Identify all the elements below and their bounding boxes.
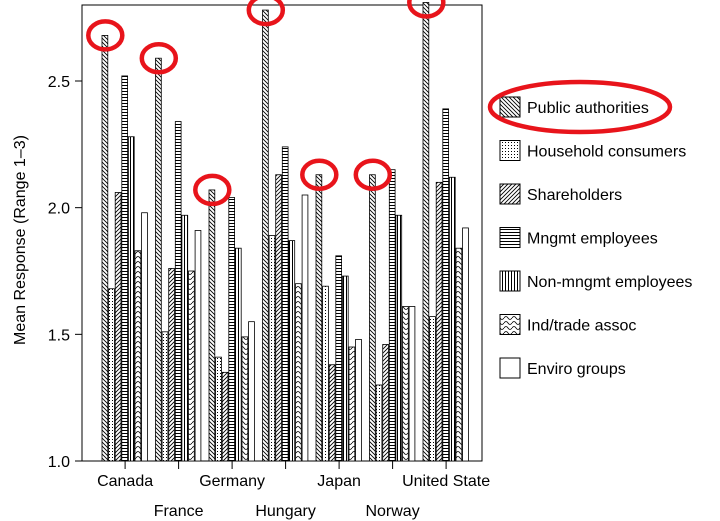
x-tick-label: Japan (317, 473, 361, 490)
bar (422, 2, 430, 462)
highlight-circle (86, 19, 125, 52)
legend-label: Enviro groups (527, 361, 626, 378)
legend-highlight-circle (487, 79, 673, 135)
bar (402, 306, 409, 462)
bar (322, 285, 329, 462)
bar (315, 174, 323, 462)
x-tick-label: United State (402, 473, 490, 490)
x-tick-label: Germany (199, 473, 265, 490)
bar (121, 75, 129, 462)
x-tick-label: Norway (365, 503, 419, 520)
bar (348, 346, 356, 462)
bar (295, 283, 302, 462)
bar (455, 247, 463, 462)
x-tick-label: Canada (97, 473, 153, 490)
legend-label: Public authorities (527, 100, 649, 117)
legend-swatch (499, 227, 521, 248)
legend-swatch (499, 183, 521, 205)
bar (194, 230, 202, 462)
bar (375, 384, 383, 462)
bar (328, 364, 336, 462)
y-tick-label: 1.5 (48, 327, 70, 344)
bar (228, 197, 236, 462)
legend: Public authorities Household consumers Sha… (499, 96, 692, 379)
bar (442, 108, 449, 462)
bar (408, 306, 416, 462)
bar (174, 121, 182, 462)
legend-swatch (499, 314, 521, 335)
legend-label: Non-mngmt employees (527, 274, 692, 291)
legend-swatch (499, 140, 521, 161)
bar (281, 146, 289, 462)
bar (234, 247, 242, 462)
bar (127, 136, 135, 462)
bar (168, 268, 175, 462)
bar (101, 35, 109, 462)
bar (268, 235, 276, 462)
bar (108, 288, 115, 462)
bar (134, 250, 142, 462)
bar (188, 270, 195, 462)
bar (388, 169, 396, 462)
bar (181, 214, 189, 462)
y-tick-label: 2.0 (48, 201, 70, 218)
bar (341, 275, 349, 462)
bar (335, 255, 342, 462)
bar (435, 181, 443, 462)
bar (369, 174, 376, 462)
bar (262, 9, 269, 462)
bar (462, 227, 469, 462)
bar (155, 57, 162, 462)
bar (161, 331, 169, 462)
legend-swatch (499, 96, 521, 118)
bar (248, 321, 255, 462)
bar (382, 344, 389, 462)
bar (114, 192, 122, 462)
bar (301, 194, 309, 462)
y-tick-label: 2.5 (48, 74, 70, 91)
highlight-circle (246, 0, 286, 27)
legend-label: Household consumers (527, 144, 686, 161)
highlight-circle (139, 41, 179, 75)
bar (208, 189, 216, 462)
legend-swatch (499, 357, 521, 379)
bar (221, 371, 229, 462)
bar (215, 356, 222, 462)
highlight-circle (407, 0, 446, 19)
bar (355, 338, 362, 462)
legend-label: Shareholders (527, 187, 622, 204)
highlight-circle (353, 158, 393, 191)
highlight-circle (193, 173, 232, 207)
bar (141, 212, 148, 462)
y-axis-label: Mean Response (Range 1–3) (12, 135, 29, 345)
bar (448, 176, 456, 462)
bar (275, 174, 282, 462)
bar (429, 316, 436, 462)
bar (241, 336, 249, 462)
bar (288, 240, 296, 462)
highlight-circles (86, 0, 673, 207)
bar-series-group (101, 2, 469, 462)
bar (395, 214, 403, 462)
x-tick-label: France (154, 503, 204, 520)
y-tick-label: 1.0 (48, 454, 70, 471)
x-tick-label: Hungary (255, 503, 315, 520)
legend-label: Ind/trade assoc (527, 318, 636, 335)
legend-label: Mngmt employees (527, 231, 658, 248)
highlight-circle (300, 158, 339, 191)
legend-swatch (499, 270, 521, 292)
